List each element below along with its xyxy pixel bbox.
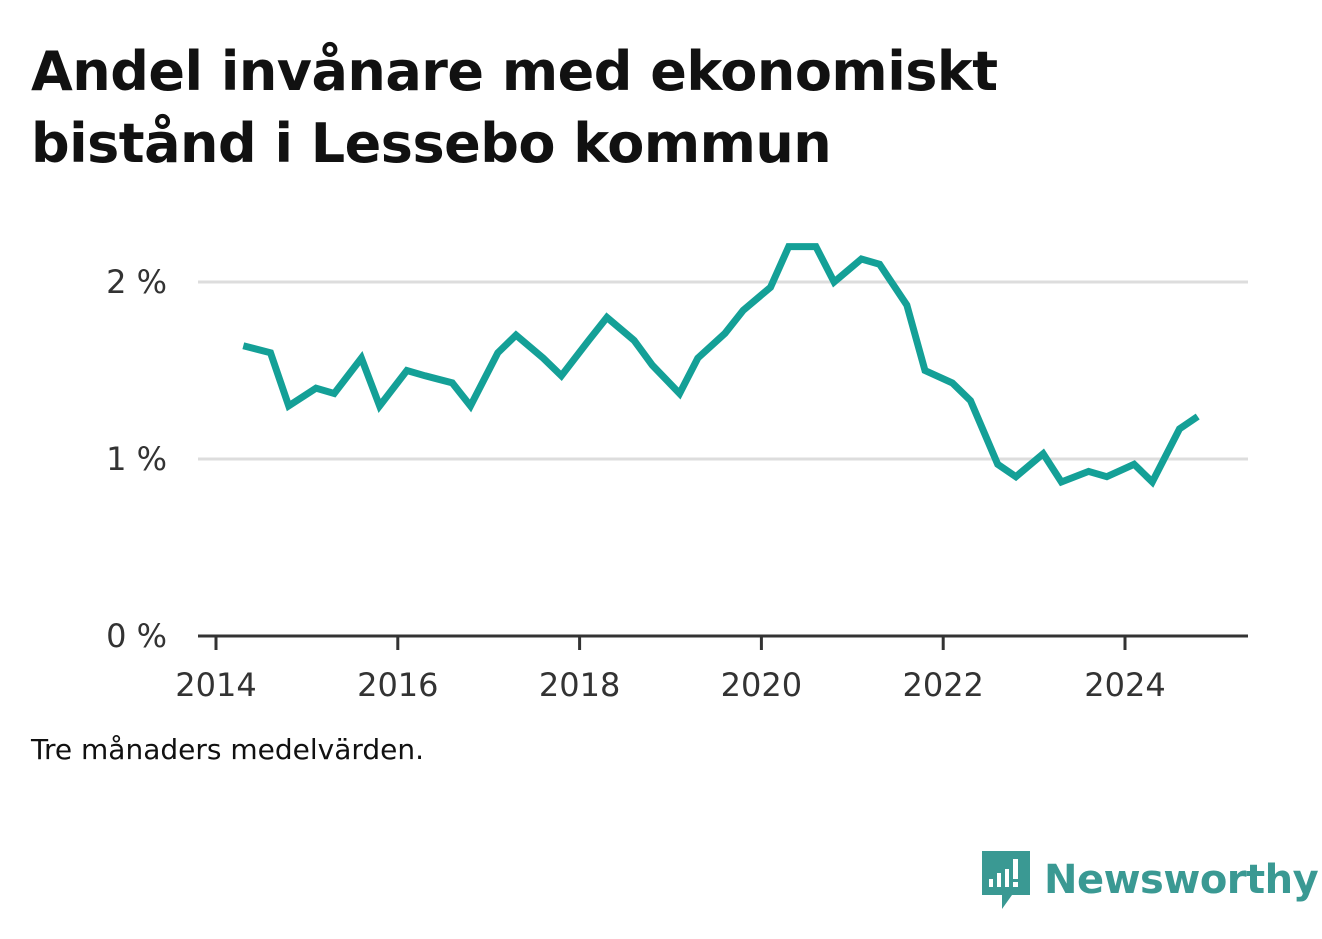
- chart-title-line-1: Andel invånare med ekonomiskt: [31, 40, 998, 103]
- x-tick-label: 2018: [539, 666, 620, 704]
- series-group: [242, 243, 1200, 488]
- y-tick-label: 0 %: [106, 617, 167, 655]
- y-axis-labels: 0 % 1 % 2 %: [106, 263, 167, 655]
- x-tick-label: 2020: [721, 666, 802, 704]
- series-line: [242, 243, 1200, 488]
- x-axis-labels: 2014 2016 2018 2020 2022 2024: [175, 666, 1165, 704]
- x-tick-label: 2014: [175, 666, 256, 704]
- gridlines: [198, 280, 1248, 461]
- x-tick-label: 2024: [1084, 666, 1165, 704]
- y-tick-label: 1 %: [106, 440, 167, 478]
- chart-note: Tre månaders medelvärden.: [31, 733, 425, 766]
- newsworthy-logo-icon: [982, 851, 1030, 909]
- x-axis: [198, 634, 1248, 650]
- newsworthy-logo-text: Newsworthy: [1044, 857, 1319, 903]
- x-tick-label: 2016: [357, 666, 438, 704]
- chart-title: Andel invånare med ekonomiskt bistånd i …: [31, 36, 1231, 180]
- x-tick-label: 2022: [902, 666, 983, 704]
- y-tick-label: 2 %: [106, 263, 167, 301]
- newsworthy-logo: Newsworthy: [980, 848, 1319, 912]
- chart-title-line-2: bistånd i Lessebo kommun: [31, 112, 832, 175]
